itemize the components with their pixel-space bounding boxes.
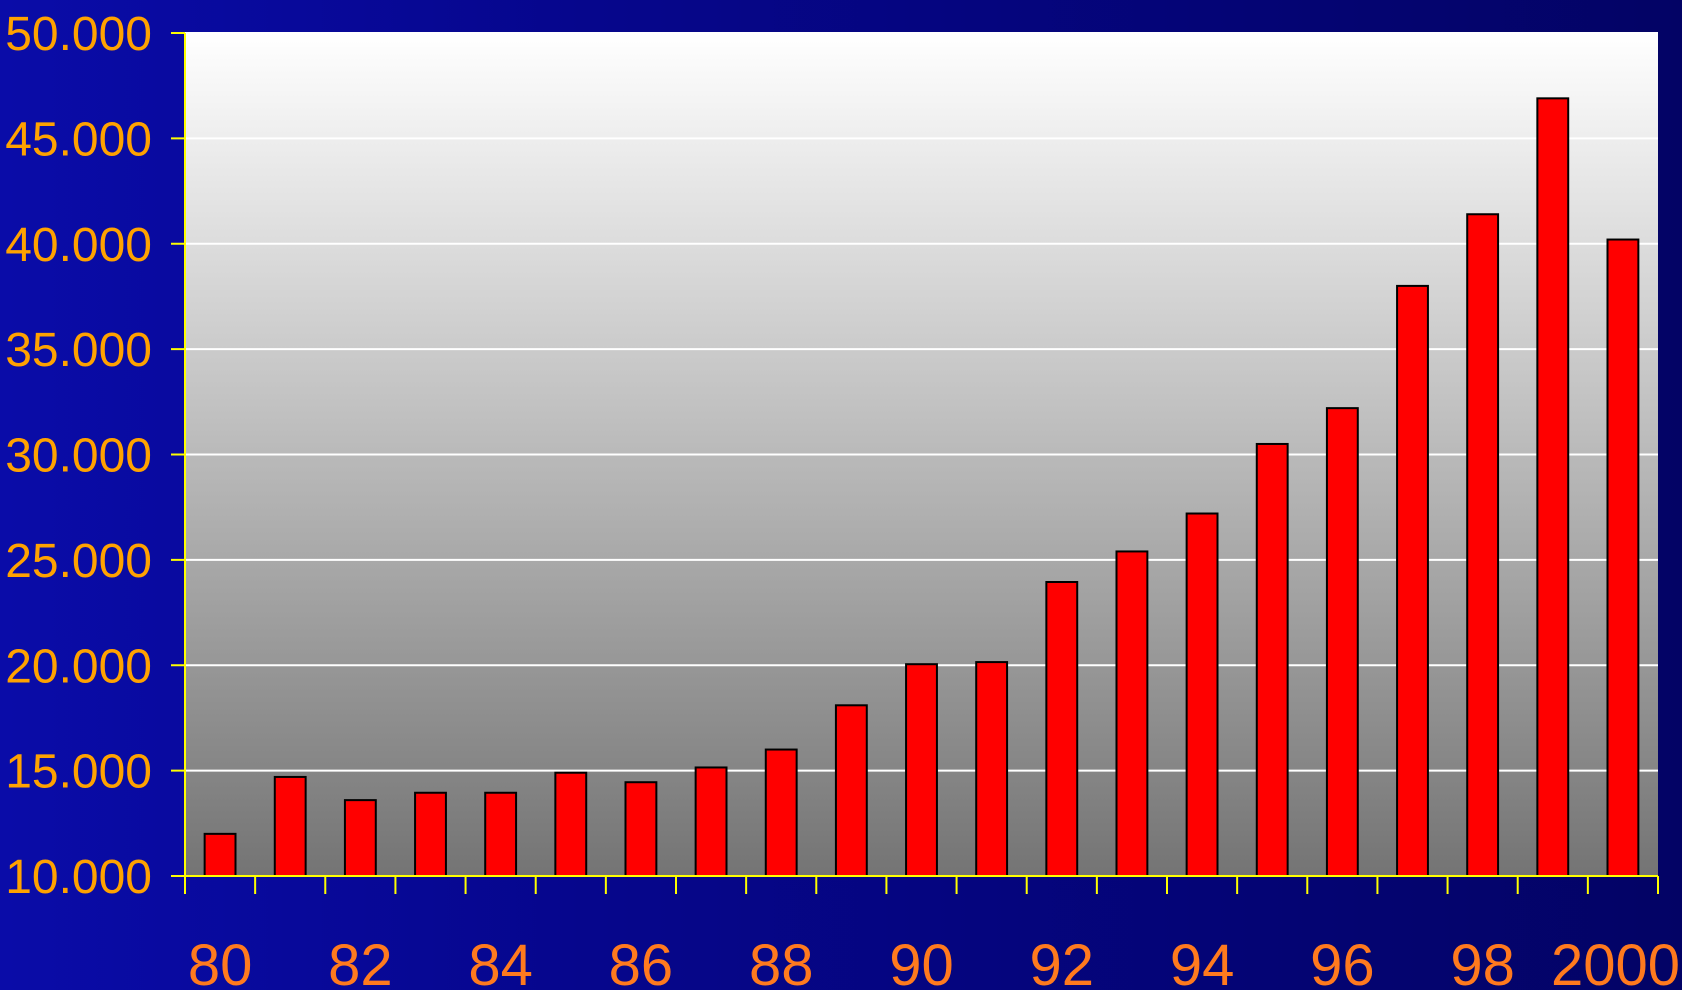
x-tick-label: 84 [468,933,533,990]
bar-95 [1255,442,1289,877]
x-tick-label: 92 [1030,933,1095,990]
x-tick-label: 80 [188,933,253,990]
bar-87 [694,766,728,877]
bar-89 [834,704,868,877]
bar-82 [343,799,377,878]
x-tick-label: 2000 [1551,933,1680,990]
y-tick-label: 50.000 [5,8,152,61]
bar-2000 [1606,238,1640,878]
x-tick-labels: 80 82 84 86 88 90 92 94 96 98 2000 [188,933,1680,990]
bar-85 [554,771,588,877]
bar-99 [1536,97,1570,877]
bar-80 [203,832,237,877]
x-tick-label: 90 [889,933,954,990]
bar-86 [624,781,658,877]
x-tick-label: 86 [609,933,674,990]
x-tick-label: 94 [1170,933,1235,990]
y-tick-label: 30.000 [5,430,152,483]
y-tick-label: 35.000 [5,324,152,377]
y-tick-label: 15.000 [5,746,152,799]
x-tick-label: 98 [1450,933,1515,990]
x-tick-label: 82 [328,933,393,990]
bar-94 [1185,512,1219,877]
bar-81 [273,775,307,878]
bar-92 [1045,581,1079,877]
y-tick-label: 20.000 [5,640,152,693]
x-tick-label: 96 [1310,933,1375,990]
axes [171,32,1659,894]
bar-98 [1466,213,1500,877]
bar-84 [484,791,518,877]
bar-97 [1396,284,1429,877]
bar-83 [414,791,447,877]
y-tick-label: 40.000 [5,219,152,272]
x-tick-label: 88 [749,933,814,990]
y-tick-label: 45.000 [5,113,152,166]
y-tick-label: 25.000 [5,535,152,588]
bar-96 [1325,407,1359,877]
bar-90 [905,663,938,877]
bar-93 [1115,550,1149,877]
bars [203,97,1640,878]
y-tick-labels: 10.000 15.000 20.000 25.000 30.000 35.000 40.0… [5,8,152,904]
bar-91 [975,661,1009,877]
bar-88 [764,748,798,877]
y-tick-label: 10.000 [5,851,152,904]
